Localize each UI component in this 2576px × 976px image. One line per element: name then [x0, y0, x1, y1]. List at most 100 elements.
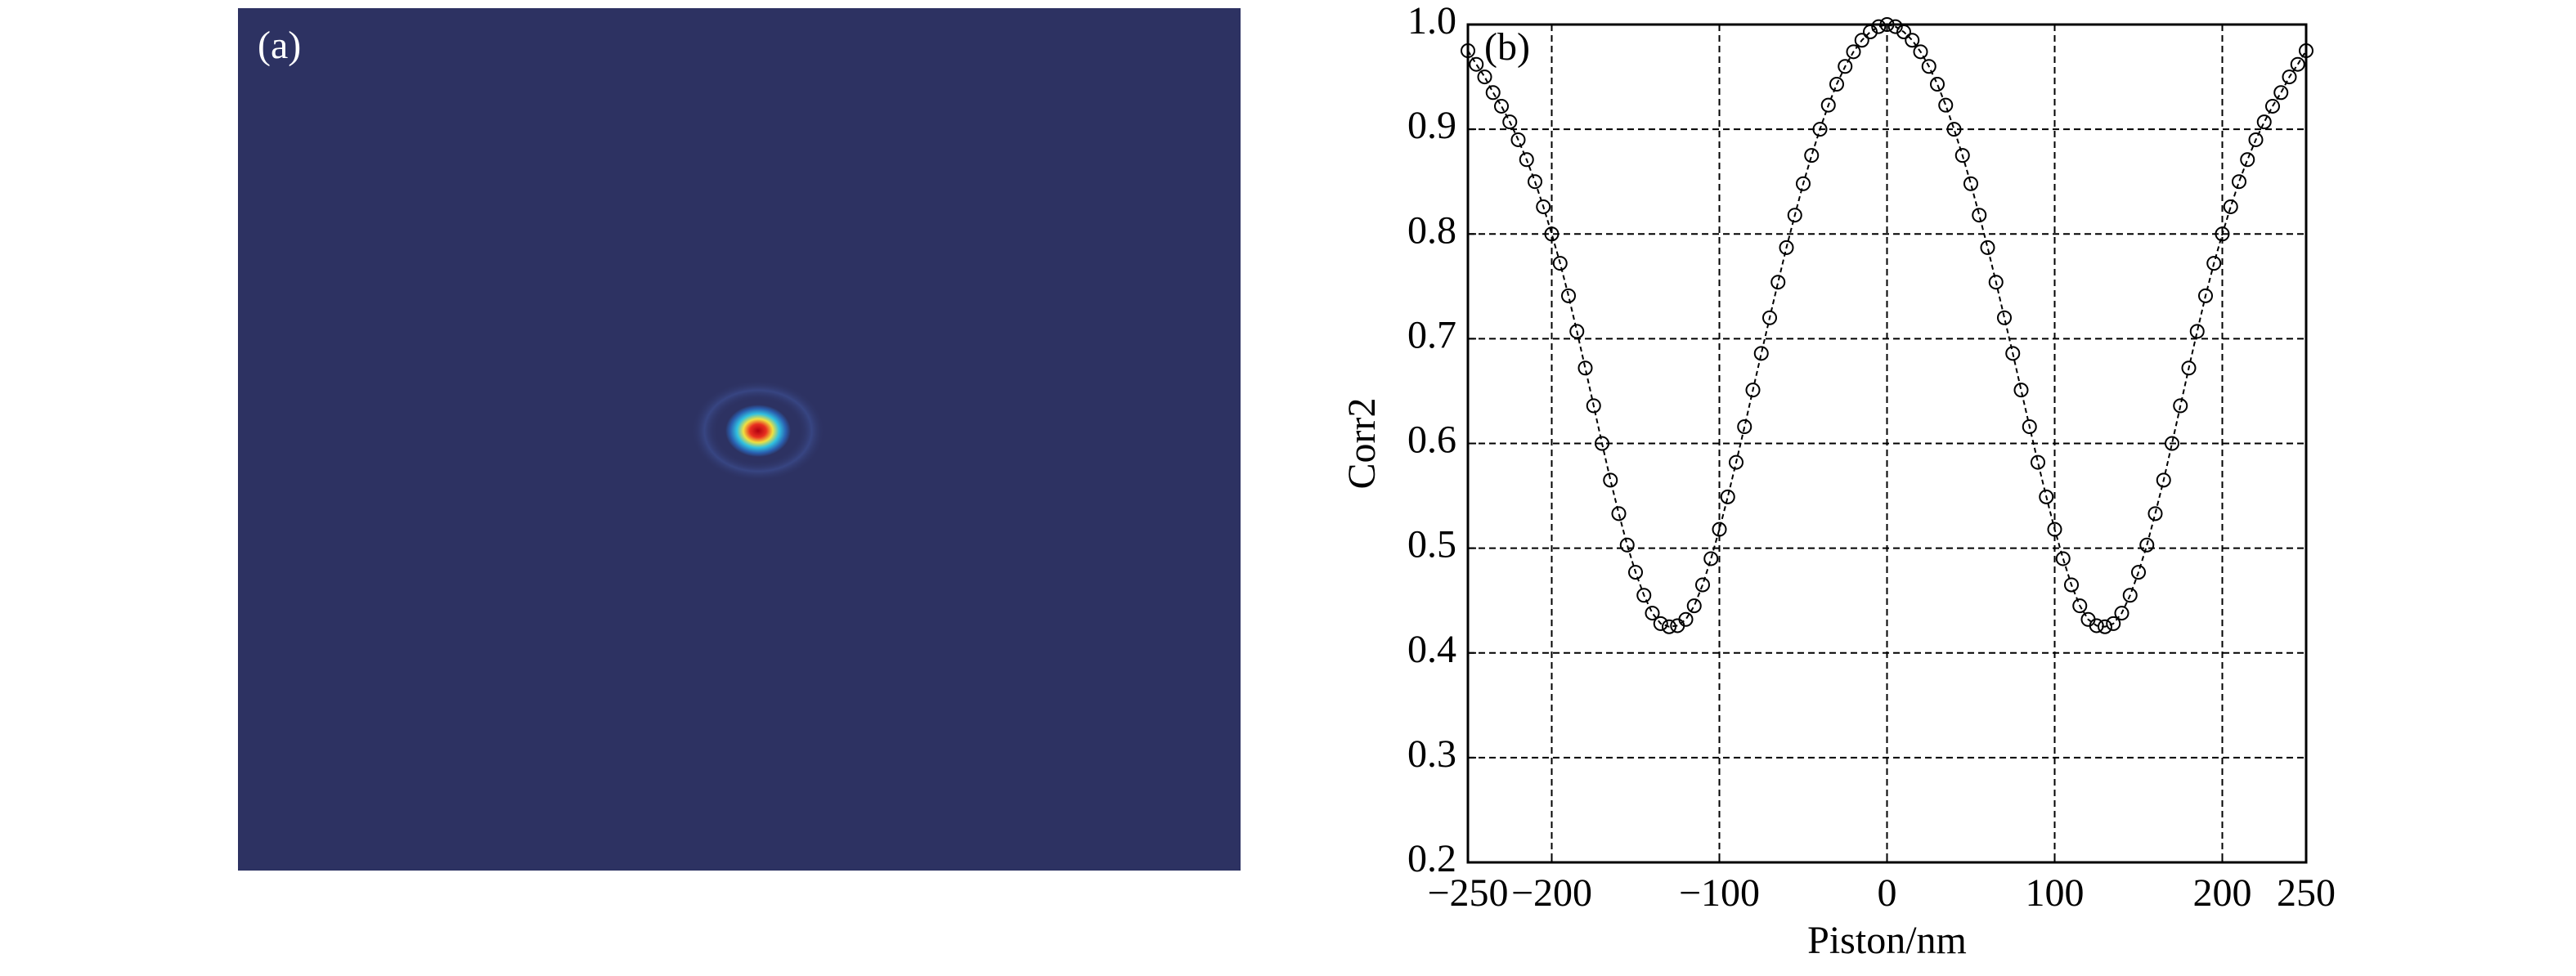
y-tick-label: 0.6: [1407, 419, 1456, 462]
data-point: [2273, 85, 2289, 101]
data-point: [1896, 24, 1911, 39]
data-point: [2055, 551, 2071, 566]
data-point: [1603, 472, 1618, 488]
y-tick-label: 0.5: [1407, 523, 1456, 566]
spot: [725, 405, 791, 457]
data-point: [2156, 472, 2171, 488]
y-tick-label: 1.0: [1407, 0, 1456, 43]
data-point: [1787, 208, 1802, 223]
x-tick-label: 100: [2026, 871, 2085, 915]
data-point: [1552, 256, 1568, 271]
data-point: [1586, 398, 1601, 414]
data-point: [1863, 24, 1878, 39]
data-point: [1619, 537, 1635, 553]
data-point: [2013, 383, 2029, 398]
y-tick-label: 0.7: [1407, 313, 1456, 356]
data-point: [2173, 398, 2188, 414]
data-point: [1528, 174, 1542, 190]
data-point: [1745, 383, 1761, 398]
data-point: [1595, 436, 1609, 451]
data-point: [1561, 288, 1576, 303]
y-tick-label: 0.3: [1407, 732, 1456, 776]
data-point: [1645, 606, 1660, 621]
data-point: [2106, 616, 2121, 631]
data-point: [1972, 208, 1987, 223]
data-point: [2256, 114, 2272, 130]
data-point: [1703, 551, 1719, 566]
data-point: [1686, 598, 1702, 614]
data-point: [1502, 114, 1518, 130]
data-point: [2189, 324, 2205, 339]
data-point: [1477, 69, 1492, 85]
data-point: [1930, 77, 1945, 92]
data-point: [1779, 240, 1794, 255]
data-point: [2240, 152, 2255, 168]
data-point: [1544, 226, 1560, 242]
data-point: [1980, 240, 1995, 255]
data-point: [2098, 619, 2112, 634]
data-point: [2064, 577, 2079, 593]
data-point: [1829, 77, 1844, 92]
data-point: [1577, 360, 1593, 376]
data-point: [1729, 454, 1744, 470]
data-point: [1753, 346, 1769, 361]
data-point: [1469, 56, 1484, 72]
data-point: [1820, 97, 1836, 113]
data-point: [1938, 97, 1954, 113]
x-tick-label: −250: [1427, 871, 1508, 915]
data-point: [1737, 419, 1752, 434]
data-point: [1611, 506, 1627, 522]
data-point: [1887, 19, 1903, 34]
data-point: [1854, 33, 1869, 48]
data-point: [1879, 17, 1895, 32]
data-point: [2215, 226, 2230, 242]
data-point: [2047, 522, 2062, 537]
data-point: [1695, 577, 1710, 593]
y-axis-label: Corr2: [1340, 398, 1384, 490]
x-tick-label: 0: [1878, 871, 1897, 915]
data-point: [2181, 360, 2197, 376]
data-point: [2165, 436, 2179, 451]
data-point: [1519, 152, 1534, 168]
data-point: [2265, 98, 2280, 114]
data-point: [1988, 275, 2004, 290]
x-tick-label: 250: [2277, 871, 2336, 915]
x-tick-label: −100: [1679, 871, 1760, 915]
data-point: [1796, 176, 1811, 191]
y-tick-label: 0.4: [1407, 628, 1456, 671]
data-point: [2232, 174, 2246, 190]
data-point: [1720, 489, 1735, 504]
data-point: [1770, 275, 1786, 290]
data-point: [2248, 132, 2264, 147]
data-point: [1762, 310, 1777, 325]
data-line: [1467, 23, 2307, 628]
data-point: [1905, 33, 1920, 48]
data-point: [1485, 85, 1501, 101]
data-point: [2022, 419, 2037, 434]
y-tick-label: 0.9: [1407, 104, 1456, 147]
data-point: [2223, 199, 2238, 214]
data-point: [1997, 310, 2012, 325]
data-point: [1678, 611, 1694, 627]
plot-frame: [1466, 23, 2308, 864]
data-point: [2089, 618, 2104, 634]
data-point: [2005, 346, 2021, 361]
data-point: [1963, 176, 1978, 191]
y-tick-label: 0.8: [1407, 208, 1456, 252]
data-point: [1569, 324, 1585, 339]
x-tick-label: −200: [1511, 871, 1592, 915]
data-point: [1712, 522, 1727, 537]
panel-label: (b): [1484, 25, 1530, 69]
data-point: [2282, 69, 2297, 85]
data-point: [1838, 59, 1853, 74]
data-point: [2131, 565, 2146, 580]
data-point: [2198, 288, 2213, 303]
data-point: [1510, 132, 1526, 147]
data-point: [1461, 43, 1475, 59]
data-point: [1628, 565, 1643, 580]
data-point: [1871, 19, 1887, 34]
data-point: [1946, 122, 1962, 137]
data-point: [1494, 98, 1509, 114]
data-point: [1636, 588, 1652, 603]
